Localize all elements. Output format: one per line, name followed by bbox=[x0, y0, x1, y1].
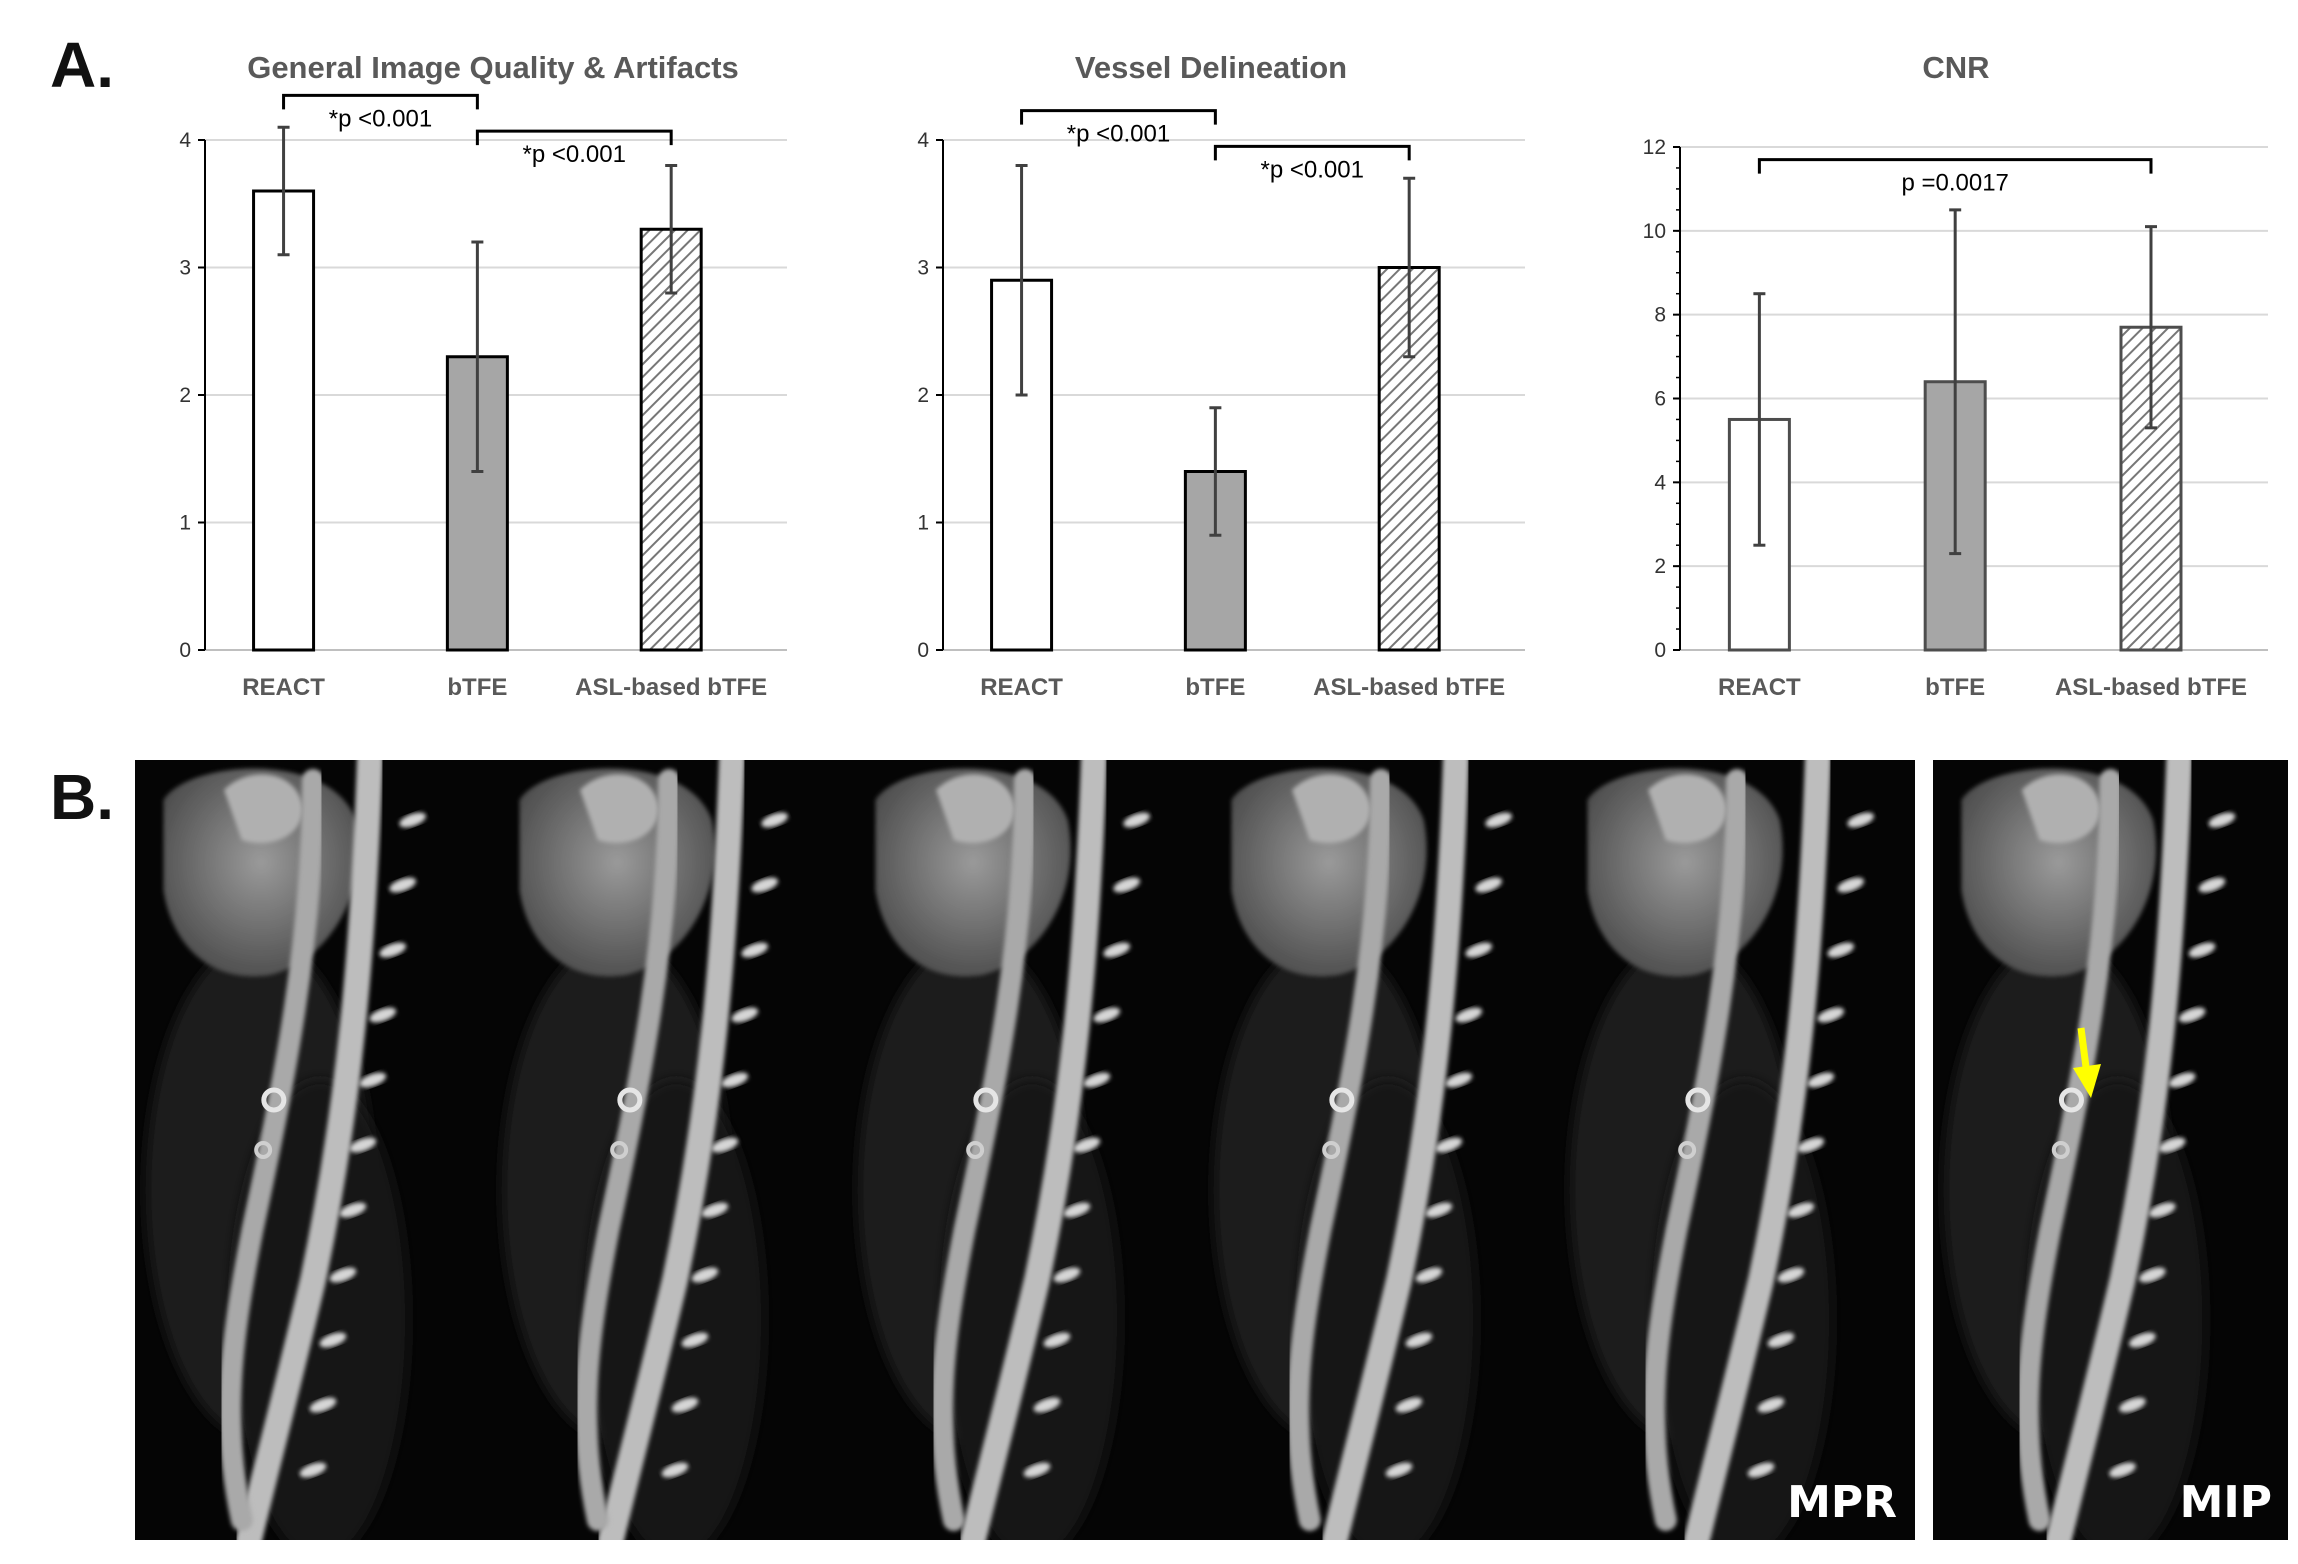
bar-react bbox=[252, 189, 316, 652]
y-tick-label: 4 bbox=[917, 129, 929, 152]
y-tick-label: 0 bbox=[917, 639, 929, 662]
mip-image: MIP bbox=[1933, 760, 2288, 1540]
y-tick-label: 1 bbox=[179, 512, 191, 535]
y-tick-label: 6 bbox=[1654, 388, 1666, 411]
x-tick-label: REACT bbox=[242, 674, 325, 701]
y-tick-label: 3 bbox=[179, 257, 191, 280]
significance-label: *p <0.001 bbox=[1067, 121, 1170, 148]
y-tick-label: 0 bbox=[1654, 639, 1666, 662]
significance-label: *p <0.001 bbox=[1261, 156, 1364, 183]
significance-bracket bbox=[1757, 158, 2153, 174]
y-tick-label: 2 bbox=[1654, 555, 1666, 578]
y-tick-label: 2 bbox=[179, 384, 191, 407]
mri-slice bbox=[135, 760, 491, 1540]
mri-slice bbox=[847, 760, 1203, 1540]
significance-bracket bbox=[475, 129, 673, 146]
y-tick-label: 1 bbox=[917, 512, 929, 535]
chart-1: General Image Quality & Artifacts 0 1 2 3 4 RE… bbox=[179, 50, 787, 701]
x-tick-label: REACT bbox=[980, 674, 1063, 701]
bar-btfe bbox=[1183, 470, 1247, 652]
mri-slice bbox=[491, 760, 847, 1540]
x-tick-label: ASL-based bTFE bbox=[575, 674, 767, 701]
y-tick-label: 10 bbox=[1643, 220, 1666, 243]
mri-slice bbox=[1203, 760, 1559, 1540]
chart-title: CNR bbox=[1922, 50, 1989, 85]
mpr-label: MPR bbox=[1787, 1477, 1897, 1528]
bar-asl-based-btfe bbox=[639, 227, 703, 652]
mri-slice bbox=[1933, 760, 2288, 1540]
significance-label: *p <0.001 bbox=[523, 141, 626, 168]
panel-label-a: A. bbox=[50, 29, 114, 101]
mri-slice bbox=[1559, 760, 1915, 1540]
chart-title: General Image Quality & Artifacts bbox=[247, 50, 739, 85]
y-tick-label: 3 bbox=[917, 257, 929, 280]
x-tick-label: ASL-based bTFE bbox=[1313, 674, 1505, 701]
significance-bracket bbox=[1213, 144, 1411, 161]
x-tick-label: bTFE bbox=[1925, 674, 1985, 701]
y-tick-label: 4 bbox=[1654, 471, 1666, 494]
chart-3: CNR 0 2 4 6 8 10 12 REACT bTFE ASL-based bTFE p =0.… bbox=[1643, 50, 2268, 701]
chart-title: Vessel Delineation bbox=[1075, 50, 1347, 85]
significance-bracket bbox=[1020, 109, 1217, 125]
significance-bracket bbox=[282, 93, 479, 110]
y-tick-label: 2 bbox=[917, 384, 929, 407]
y-tick-label: 0 bbox=[179, 639, 191, 662]
chart-2: Vessel Delineation 0 1 2 3 4 REACT bTFE ASL-base… bbox=[917, 50, 1525, 701]
x-tick-label: bTFE bbox=[447, 674, 507, 701]
bar-charts: General Image Quality & Artifacts01234RE… bbox=[179, 50, 2268, 701]
y-tick-label: 4 bbox=[179, 129, 191, 152]
significance-label: *p <0.001 bbox=[329, 105, 432, 132]
panel-label-b: B. bbox=[50, 761, 114, 833]
significance-label: p =0.0017 bbox=[1901, 170, 2008, 197]
y-tick-label: 8 bbox=[1654, 304, 1666, 327]
y-tick-label: 12 bbox=[1643, 136, 1666, 159]
arrow-icon bbox=[2073, 1027, 2101, 1098]
x-tick-label: REACT bbox=[1718, 674, 1801, 701]
x-tick-label: ASL-based bTFE bbox=[2055, 674, 2247, 701]
mpr-image-strip: MPR bbox=[135, 760, 1915, 1540]
x-tick-label: bTFE bbox=[1185, 674, 1245, 701]
mip-label: MIP bbox=[2179, 1477, 2272, 1528]
